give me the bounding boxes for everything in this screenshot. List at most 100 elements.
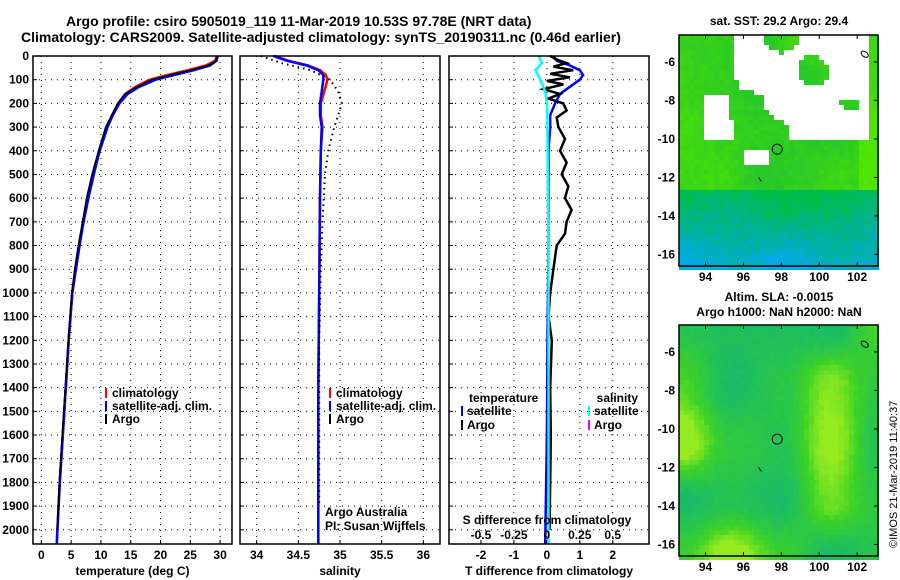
map-cell	[834, 460, 839, 465]
map-cell	[734, 475, 739, 480]
map-cell	[689, 80, 694, 85]
map-cell	[799, 70, 804, 75]
map-cell	[694, 190, 699, 195]
map-cell	[759, 190, 764, 195]
map-cell	[849, 245, 854, 250]
map-cell	[794, 550, 799, 555]
map-cell	[749, 145, 754, 150]
map-cell	[829, 240, 834, 245]
map-cell	[814, 80, 819, 85]
map-cell	[679, 335, 684, 340]
map-cell	[744, 165, 749, 170]
map-cell	[709, 45, 714, 50]
map-cell	[784, 130, 789, 135]
map-cell	[834, 140, 839, 145]
map-cell	[754, 485, 759, 490]
map-cell	[689, 255, 694, 260]
map-cell	[709, 450, 714, 455]
map-cell	[714, 325, 719, 330]
map-cell	[764, 180, 769, 185]
map-cell	[684, 380, 689, 385]
map-cell	[864, 265, 869, 270]
map-cell	[769, 525, 774, 530]
map-cell	[864, 510, 869, 515]
map-cell	[729, 495, 734, 500]
map-cell	[754, 330, 759, 335]
map-cell	[829, 255, 834, 260]
map-cell	[794, 495, 799, 500]
map-cell	[869, 140, 874, 145]
difference-panel: -2 -1 0 1 2T difference from climatologytemp…	[448, 54, 650, 578]
map-cell	[764, 400, 769, 405]
map-cell	[754, 360, 759, 365]
map-cell	[754, 515, 759, 520]
map-cell	[834, 145, 839, 150]
map-cell	[764, 40, 769, 45]
map-cell	[699, 445, 704, 450]
map-cell	[684, 530, 689, 535]
map-cell	[734, 435, 739, 440]
map-cell	[774, 455, 779, 460]
map-cell	[869, 175, 874, 180]
map-cell	[779, 425, 784, 430]
map-cell	[704, 495, 709, 500]
map-cell	[754, 490, 759, 495]
y-tick-label: -10	[658, 132, 676, 146]
map-cell	[839, 465, 844, 470]
map-cell	[819, 520, 824, 525]
map-cell	[829, 170, 834, 175]
map-cell	[799, 535, 804, 540]
map-cell	[714, 555, 719, 560]
map-cell	[769, 245, 774, 250]
map-cell	[869, 425, 874, 430]
map-cell	[864, 375, 869, 380]
map-cell	[784, 490, 789, 495]
map-cell	[804, 375, 809, 380]
map-cell	[804, 490, 809, 495]
map-cell	[709, 40, 714, 45]
map-cell	[739, 505, 744, 510]
map-cell	[764, 500, 769, 505]
map-cell	[874, 35, 879, 40]
map-cell	[849, 450, 854, 455]
map-cell	[694, 460, 699, 465]
map-cell	[864, 205, 869, 210]
map-cell	[684, 355, 689, 360]
map-cell	[809, 175, 814, 180]
map-cell	[839, 505, 844, 510]
map-cell	[869, 95, 874, 100]
map-cell	[739, 225, 744, 230]
map-cell	[844, 360, 849, 365]
map-cell	[719, 490, 724, 495]
map-cell	[754, 190, 759, 195]
map-cell	[869, 420, 874, 425]
y-tick-label: 900	[9, 262, 29, 276]
map-cell	[739, 550, 744, 555]
map-cell	[754, 210, 759, 215]
map-cell	[754, 140, 759, 145]
map-cell	[734, 195, 739, 200]
map-cell	[694, 340, 699, 345]
map-cell	[694, 510, 699, 515]
map-cell	[854, 540, 859, 545]
map-cell	[764, 520, 769, 525]
map-cell	[819, 410, 824, 415]
map-cell	[709, 520, 714, 525]
map-cell	[694, 140, 699, 145]
map-cell	[694, 390, 699, 395]
map-cell	[844, 545, 849, 550]
map-cell	[769, 180, 774, 185]
map-cell	[749, 205, 754, 210]
map-cell	[704, 470, 709, 475]
map-cell	[819, 490, 824, 495]
map-cell	[754, 245, 759, 250]
map-cell	[834, 440, 839, 445]
map-cell	[724, 155, 729, 160]
map-cell	[699, 500, 704, 505]
map-cell	[784, 425, 789, 430]
map-cell	[839, 520, 844, 525]
map-cell	[704, 155, 709, 160]
map-cell	[774, 360, 779, 365]
map-cell	[839, 555, 844, 560]
map-cell	[689, 250, 694, 255]
